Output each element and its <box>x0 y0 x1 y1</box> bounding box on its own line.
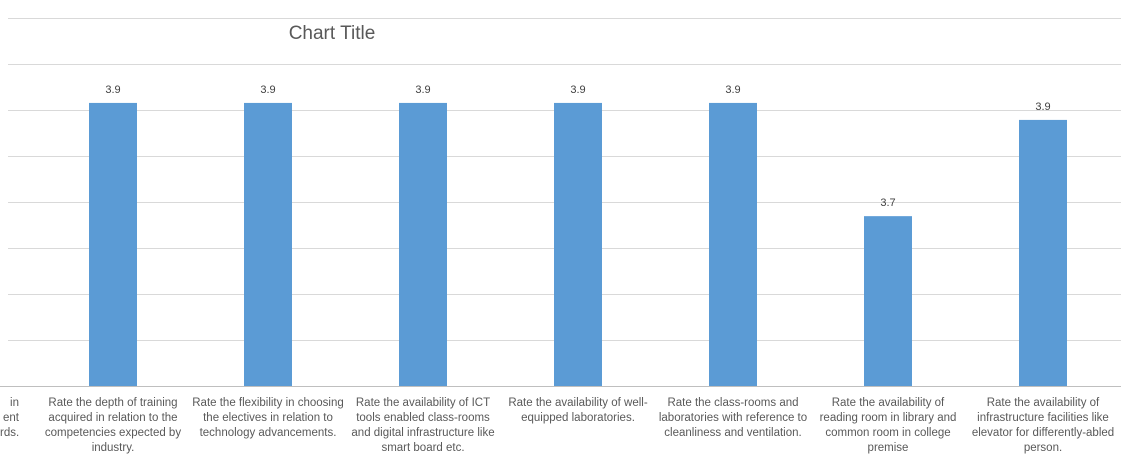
category-label: Rate the depth of training acquired in r… <box>44 397 182 454</box>
bar <box>399 102 447 386</box>
bar <box>89 102 137 386</box>
category-label: Rate the availability of reading room in… <box>819 397 957 454</box>
category-label: Rate the availability of well-equipped l… <box>508 397 648 424</box>
bar <box>244 102 292 386</box>
category-label: Rate the availability of infrastructure … <box>971 397 1115 454</box>
bars <box>89 102 1067 387</box>
data-label: 3.9 <box>260 84 275 96</box>
data-label: 3.7 <box>880 197 895 209</box>
category-label: Rate the availability of ICT tools enabl… <box>351 397 495 454</box>
data-labels: 3.9 3.9 3.9 3.9 3.9 3.7 3.9 <box>105 84 1050 209</box>
bar <box>864 216 912 386</box>
bar <box>554 102 602 386</box>
bar <box>1019 119 1067 387</box>
data-label: 3.9 <box>725 84 740 96</box>
data-label: 3.9 <box>1035 101 1050 113</box>
data-label: 3.9 <box>105 84 120 96</box>
category-label: Rate the flexibility in choosing the ele… <box>192 397 344 439</box>
category-label: in ent rds. <box>0 397 20 439</box>
category-label: Rate the class-rooms and laboratories wi… <box>658 397 808 439</box>
chart-title: Chart Title <box>289 23 376 44</box>
data-label: 3.9 <box>415 84 430 96</box>
bar <box>709 102 757 386</box>
data-label: 3.9 <box>570 84 585 96</box>
